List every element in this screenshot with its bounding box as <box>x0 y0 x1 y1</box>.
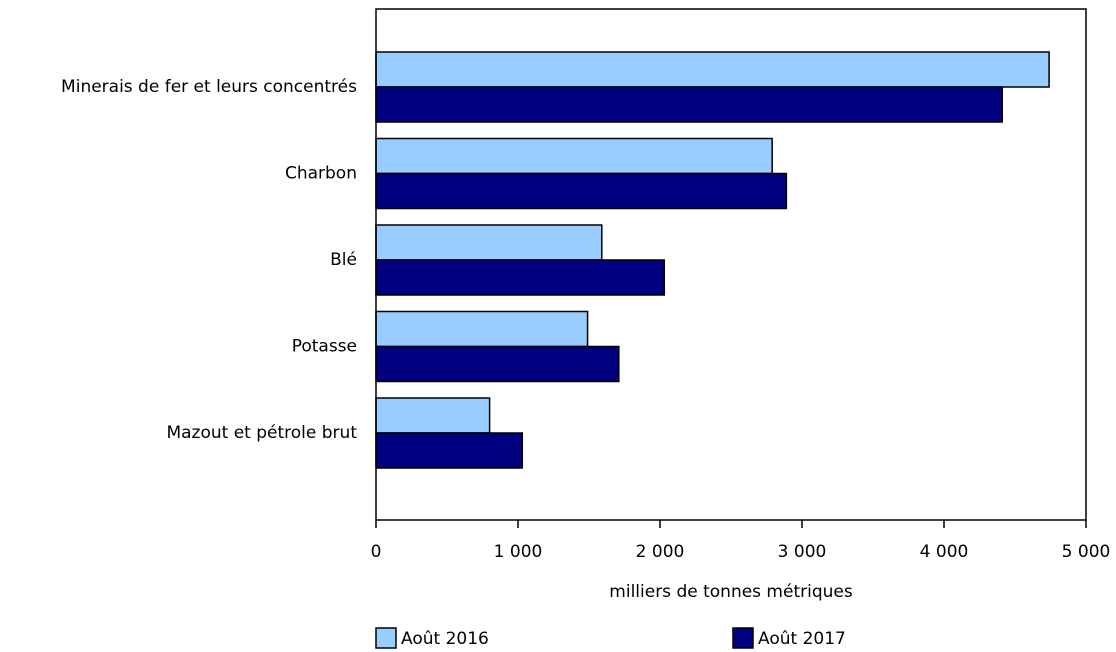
x-tick-label: 4 000 <box>920 542 969 562</box>
category-label: Mazout et pétrole brut <box>166 423 357 443</box>
category-label: Minerais de fer et leurs concentrés <box>61 77 357 97</box>
bar-charbon-aout-2017: Charbon — Août 2017: 2890 <box>375 172 788 210</box>
x-tick-label: 3 000 <box>778 542 827 562</box>
x-tick-label: 2 000 <box>636 542 685 562</box>
bars-layer: Minerais de fer et leurs concentrés — Ao… <box>375 51 1050 469</box>
bar-mazout-et-petrole-brut-aout-2017: Mazout et pétrole brut — Août 2017: 1030 <box>375 432 524 469</box>
x-axis-tick-labels: 0 1 000 2 000 3 000 4 000 5 000 <box>371 542 1111 562</box>
category-label: Blé <box>330 250 357 270</box>
bar-ble-aout-2017: Blé — Août 2017: 2030 <box>375 259 666 296</box>
bar-potasse-aout-2017: Potasse — Août 2017: 1710 <box>375 345 620 383</box>
x-axis-label: milliers de tonnes métriques <box>609 582 853 602</box>
bar-mazout-et-petrole-brut-aout-2016: Mazout et pétrole brut — Août 2016: 800 <box>375 397 491 434</box>
legend-label-aout-2017: Août 2017 <box>758 629 846 649</box>
legend: Août 2016 Août 2017 <box>375 627 846 649</box>
x-tick-label: 5 000 <box>1062 542 1111 562</box>
bar-minerais-de-fer-et-leurs-concentres-aout-2016: Minerais de fer et leurs concentrés — Ao… <box>375 51 1050 88</box>
category-label: Charbon <box>285 164 357 184</box>
legend-swatch-aout-2017 <box>732 627 754 649</box>
bar-ble-aout-2016: Blé — Août 2016: 1590 <box>375 224 603 261</box>
x-tick-label: 1 000 <box>494 542 543 562</box>
bar-charbon-aout-2016: Charbon — Août 2016: 2790 <box>375 137 773 175</box>
x-axis-ticks <box>375 520 1087 528</box>
legend-swatch-aout-2016 <box>375 627 397 649</box>
category-label: Potasse <box>292 337 357 357</box>
bar-minerais-de-fer-et-leurs-concentres-aout-2017: Minerais de fer et leurs concentrés — Ao… <box>375 86 1003 123</box>
legend-label-aout-2016: Août 2016 <box>401 629 489 649</box>
category-labels: Minerais de fer et leurs concentrés Charb… <box>61 77 357 443</box>
plot-area <box>375 8 1087 521</box>
x-tick-label: 0 <box>371 542 382 562</box>
bar-potasse-aout-2016: Potasse — Août 2016: 1490 <box>375 310 589 348</box>
